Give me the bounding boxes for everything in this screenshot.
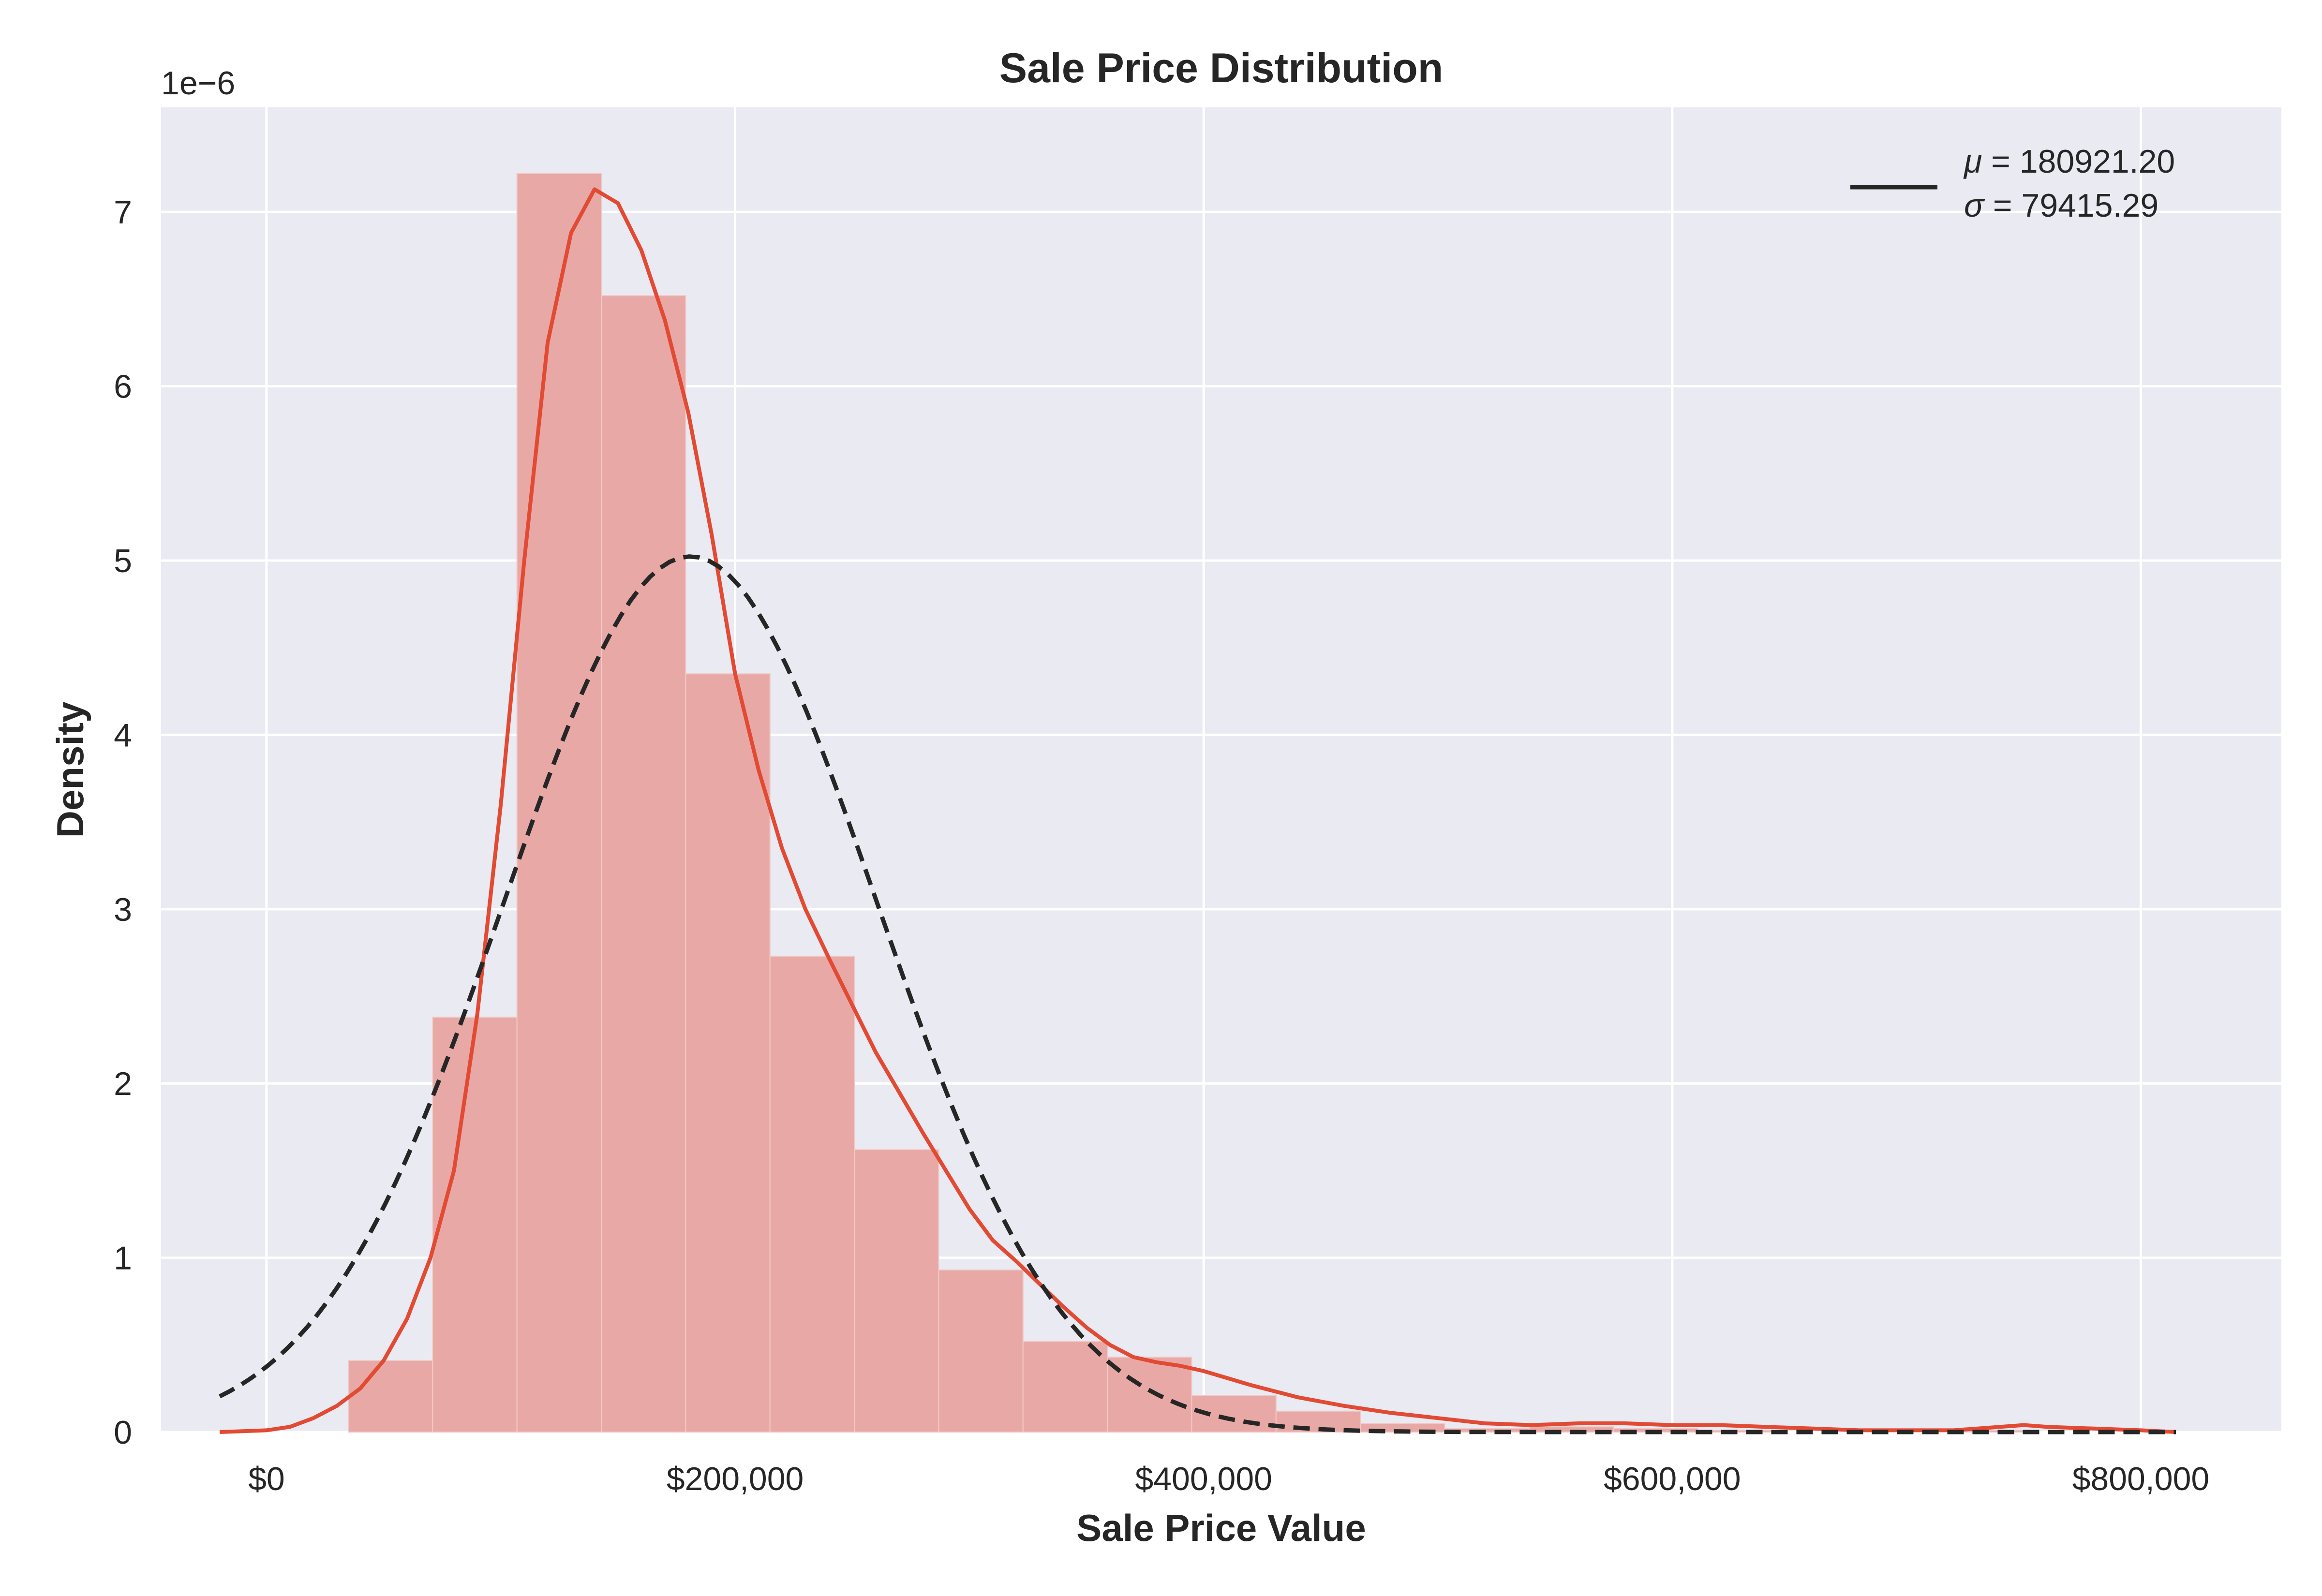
histogram-bar (685, 673, 771, 1433)
y-tick-label: 1 (114, 1240, 132, 1277)
y-tick-label: 4 (114, 717, 132, 754)
normal-fit-line (219, 554, 2176, 1434)
x-tick-labels: $0 $200,000 $400,000 $600,000 $800,000 (248, 1461, 2209, 1497)
legend-label-mu: μ = 180921.20 (1963, 143, 2175, 180)
y-tick-labels: 0 1 2 3 4 5 6 7 (114, 194, 132, 1451)
histogram-bar (347, 1360, 433, 1433)
y-tick-label: 5 (114, 543, 132, 579)
x-tick-label: $0 (248, 1461, 285, 1497)
legend-sigma-value: = 79415.29 (1984, 187, 2158, 224)
histogram-bars (347, 173, 2036, 1433)
y-tick-label: 6 (114, 369, 132, 405)
y-tick-label: 3 (114, 891, 132, 928)
histogram-bar (1022, 1341, 1108, 1433)
y-axis-offset-label: 1e−6 (161, 65, 235, 102)
kde-line (219, 187, 2176, 1434)
legend-sigma-symbol: σ (1964, 187, 1985, 224)
x-axis-label: Sale Price Value (1076, 1507, 1366, 1549)
histogram-bar (1107, 1357, 1192, 1433)
x-tick-label: $800,000 (2072, 1461, 2210, 1497)
histogram-bar (516, 173, 602, 1433)
legend-mu-value: = 180921.20 (1982, 143, 2175, 180)
legend: μ = 180921.20 σ = 79415.29 (1850, 143, 2175, 224)
chart-title: Sale Price Distribution (999, 45, 1444, 91)
y-tick-label: 0 (114, 1414, 132, 1451)
legend-mu-symbol: μ (1963, 143, 1982, 180)
histogram-bar (854, 1149, 939, 1433)
x-tick-label: $600,000 (1604, 1461, 1741, 1497)
y-tick-label: 2 (114, 1065, 132, 1102)
legend-label-sigma: σ = 79415.29 (1964, 187, 2158, 224)
y-tick-label: 7 (114, 194, 132, 231)
histogram-bar (769, 956, 855, 1433)
x-tick-label: $400,000 (1135, 1461, 1272, 1497)
histogram-bar (432, 1017, 518, 1433)
histogram-bar (938, 1269, 1024, 1433)
y-axis-label: Density (49, 702, 91, 838)
histogram-bar (601, 295, 686, 1433)
x-tick-label: $200,000 (667, 1461, 804, 1497)
